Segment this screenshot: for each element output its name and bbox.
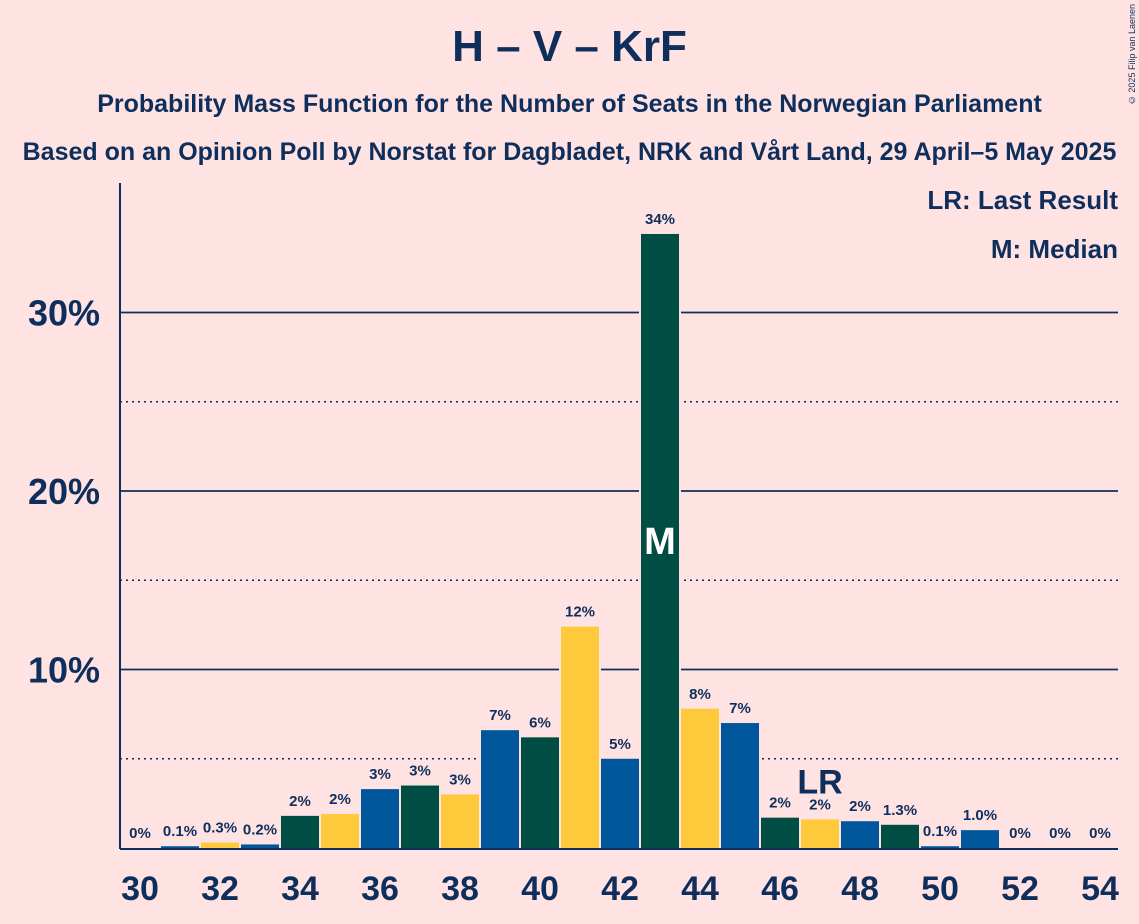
- bar-label-48: 2%: [849, 798, 871, 815]
- x-tick-label-42: 42: [601, 870, 639, 908]
- last-result-marker: LR: [797, 763, 842, 801]
- bar-label-31: 0.1%: [163, 823, 197, 840]
- x-tick-label-44: 44: [681, 870, 719, 908]
- y-tick-label-20: 20%: [28, 471, 100, 512]
- bar-label-50: 0.1%: [923, 823, 957, 840]
- chart-source-subtitle: Based on an Opinion Poll by Norstat for …: [22, 138, 1117, 166]
- bar-label-46: 2%: [769, 795, 791, 812]
- median-marker: M: [644, 521, 676, 563]
- x-tick-label-38: 38: [441, 870, 479, 908]
- label-layer: 0% 0.1% 0.3% 0.2% 2% 2% 3% 3% 3% 7% 6% 12% 5% 34% 8% 7%…: [129, 211, 1111, 842]
- bar-label-40: 6%: [529, 714, 551, 731]
- bar-label-38: 3%: [449, 771, 471, 788]
- bar-38: [441, 794, 479, 848]
- x-tick-label-48: 48: [841, 870, 879, 908]
- x-tick-label-52: 52: [1001, 870, 1039, 908]
- x-tick-label-54: 54: [1081, 870, 1119, 908]
- bar-40: [521, 737, 559, 848]
- bar-label-42: 5%: [609, 736, 631, 753]
- x-tick-label-34: 34: [281, 870, 319, 908]
- page-title: H – V – KrF: [452, 22, 687, 71]
- bar-34: [281, 815, 319, 848]
- axis-layer: 10% 20% 30% 30 32 34 36 38 40 42 44 46 48 50 52 54: [28, 183, 1119, 908]
- bar-label-37: 3%: [409, 763, 431, 780]
- bar-41: [561, 626, 599, 848]
- bar-32: [201, 842, 239, 848]
- x-tick-label-40: 40: [521, 870, 559, 908]
- x-tick-label-36: 36: [361, 870, 399, 908]
- bar-label-41: 12%: [565, 604, 595, 621]
- x-tick-label-32: 32: [201, 870, 239, 908]
- bar-39: [481, 730, 519, 848]
- bar-37: [401, 785, 439, 848]
- bar-label-53: 0%: [1049, 825, 1071, 842]
- bar-label-45: 7%: [729, 700, 751, 717]
- bar-label-43: 34%: [645, 211, 675, 228]
- bar-43: [641, 233, 679, 848]
- bar-label-30: 0%: [129, 825, 151, 842]
- bar-label-51: 1.0%: [963, 807, 997, 824]
- bar-50: [921, 846, 959, 848]
- bar-31: [161, 846, 199, 848]
- bar-47: [801, 819, 839, 848]
- bar-label-47: 2%: [809, 796, 831, 813]
- bar-layer: [161, 231, 1001, 848]
- legend-median: M: Median: [991, 234, 1118, 264]
- x-tick-label-46: 46: [761, 870, 799, 908]
- grid-layer: [120, 311, 1118, 760]
- y-tick-label-10: 10%: [28, 650, 100, 691]
- bar-label-52: 0%: [1009, 825, 1031, 842]
- x-tick-label-30: 30: [121, 870, 159, 908]
- legend-last-result: LR: Last Result: [927, 185, 1118, 215]
- bar-44: [681, 708, 719, 848]
- bar-46: [761, 817, 799, 848]
- bar-label-54: 0%: [1089, 825, 1111, 842]
- bar-label-36: 3%: [369, 766, 391, 783]
- bar-49: [881, 824, 919, 848]
- bar-42: [601, 758, 639, 848]
- bar-label-39: 7%: [489, 707, 511, 724]
- y-tick-label-30: 30%: [28, 293, 100, 334]
- bar-35: [321, 814, 359, 848]
- bar-label-49: 1.3%: [883, 802, 917, 819]
- bar-label-32: 0.3%: [203, 820, 237, 837]
- bar-36: [361, 789, 399, 848]
- chart-subtitle: Probability Mass Function for the Number…: [97, 90, 1042, 118]
- x-tick-label-50: 50: [921, 870, 959, 908]
- bar-48: [841, 821, 879, 848]
- bar-45: [721, 723, 759, 848]
- bar-51: [961, 830, 999, 848]
- bar-label-34: 2%: [289, 793, 311, 810]
- bar-33: [241, 844, 279, 848]
- bar-label-44: 8%: [689, 686, 711, 703]
- bar-label-33: 0.2%: [243, 821, 277, 838]
- bar-label-35: 2%: [329, 791, 351, 808]
